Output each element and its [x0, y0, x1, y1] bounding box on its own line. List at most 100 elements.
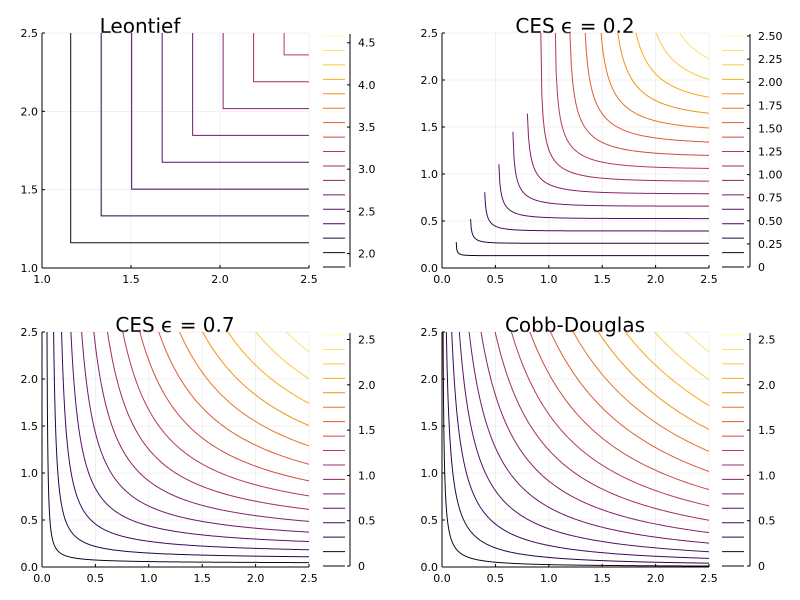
y-tick-label: 1.0: [421, 467, 439, 480]
x-tick-label: 0.5: [487, 273, 505, 286]
contour-line: [70, 332, 309, 543]
contour-line: [139, 332, 309, 482]
contour-line: [455, 242, 709, 257]
contour-line: [655, 33, 709, 80]
y-tick-label: 2.5: [421, 27, 439, 40]
colorbar-tick-label: 0.5: [358, 515, 376, 528]
y-tick-label: 1.5: [21, 184, 39, 197]
contour-line: [512, 131, 709, 207]
contour-line: [81, 332, 309, 533]
panel-3: CES ϵ = 0.7 0.0 0.5 1.0 1.5 2.0 2.5 0.0 0.5 1.0 1.…: [21, 313, 376, 585]
contour-line: [569, 33, 709, 156]
contour-line: [480, 332, 709, 534]
y-tick-label: 2.5: [21, 27, 39, 40]
x-tick-label: 0.0: [433, 273, 451, 286]
x-tick-label: 2.5: [700, 572, 718, 585]
x-tick-label: 0.5: [87, 572, 105, 585]
panel-2: CES ϵ = 0.2 0.0 0.5 1.0 1.5 2.0 2.5 0.0 0.5 1.0 1.…: [421, 14, 783, 286]
colorbar-tick-label: 1.50: [758, 122, 783, 135]
contour-line: [222, 33, 309, 110]
x-tick-label: 2.0: [647, 273, 665, 286]
colorbar-tick-label: 1.25: [758, 146, 783, 159]
y-tick-label: 0.0: [421, 262, 439, 275]
colorbar-tick-label: 2.0: [358, 248, 376, 261]
contour-line: [600, 33, 709, 129]
contour-line: [597, 332, 709, 430]
contour-line: [526, 113, 709, 195]
contour-line: [468, 332, 709, 544]
contour-line: [327, 1, 345, 17]
y-tick-label: 0.5: [421, 215, 439, 228]
colorbar-tick-label: 1.5: [758, 424, 776, 437]
contour-line: [131, 33, 309, 190]
contour-lines: [455, 33, 709, 257]
colorbar-tick-label: 0.5: [758, 515, 776, 528]
colorbar-tick-label: 4.5: [358, 37, 376, 50]
y-tick-label: 1.5: [421, 420, 439, 433]
colorbar-tick-label: 1.0: [758, 469, 776, 482]
contour-line: [283, 33, 309, 56]
contour-line: [327, 0, 528, 17]
colorbar-tick-label: 0: [758, 261, 765, 274]
chart-title: Cobb-Douglas: [505, 313, 645, 337]
colorbar-tick-label: 3.0: [358, 163, 376, 176]
x-tick-label: 1.5: [193, 572, 211, 585]
contour-line: [470, 218, 709, 244]
chart-title: Leontief: [100, 14, 182, 38]
contour-line: [679, 33, 709, 60]
contour-line: [572, 332, 709, 452]
contour-line: [445, 332, 709, 564]
chart-title: CES ϵ = 0.7: [115, 313, 234, 337]
contour-lines: [46, 332, 309, 564]
contour-line: [179, 332, 309, 447]
contour-line: [53, 332, 309, 558]
colorbar-tick-label: 1.5: [358, 424, 376, 437]
contour-line: [100, 33, 309, 217]
y-tick-label: 1.5: [421, 121, 439, 134]
x-tick-label: 1.0: [540, 273, 558, 286]
colorbar-tick-label: 0: [758, 560, 765, 573]
y-tick-label: 1.0: [21, 262, 39, 275]
colorbar-tick-label: 2.00: [758, 76, 783, 89]
contour-line: [327, 0, 467, 17]
y-tick-label: 1.5: [21, 420, 39, 433]
colorbar: 0 0.5 1.0 1.5 2.0 2.5: [722, 333, 776, 573]
colorbar-tick-label: 1.00: [758, 169, 783, 182]
contour-line: [498, 164, 709, 220]
colorbar-tick-label: 2.5: [358, 205, 376, 218]
x-tick-label: 0.0: [433, 572, 451, 585]
colorbar-tick-label: 2.0: [358, 379, 376, 392]
y-tick-label: 2.0: [21, 373, 39, 386]
contour-line: [442, 332, 709, 567]
contour-line: [540, 33, 709, 182]
contour-line: [227, 332, 309, 404]
contour-line: [458, 332, 709, 553]
colorbar-tick-label: 1.0: [358, 469, 376, 482]
colorbar-tick-label: 3.5: [358, 121, 376, 134]
x-tick-label: 1.5: [122, 273, 140, 286]
contour-line: [451, 332, 709, 559]
colorbar: 2.0 2.5 3.0 3.5 4.0 4.5: [323, 34, 376, 268]
x-tick-label: 2.5: [700, 273, 718, 286]
contour-line: [529, 332, 709, 491]
y-tick-label: 0.5: [21, 514, 39, 527]
y-tick-label: 0.5: [421, 514, 439, 527]
x-tick-label: 0.5: [487, 572, 505, 585]
colorbar-tick-label: 4.0: [358, 79, 376, 92]
y-tick-label: 2.0: [421, 373, 439, 386]
y-tick-label: 0.0: [21, 561, 39, 574]
colorbar-tick-label: 2.5: [358, 334, 376, 347]
contour-line: [624, 332, 709, 407]
contour-line: [202, 332, 309, 427]
contour-line: [484, 192, 709, 232]
colorbar-tick-label: 0: [358, 560, 365, 573]
contour-line: [93, 332, 309, 522]
panel-1: Leontief 1.0 1.5 2.0 2.5 1.0 1.5 2.0 2.5 2.0 2.5 3.…: [21, 0, 528, 286]
colorbar-tick-label: 2.25: [758, 53, 783, 66]
x-tick-label: 2.5: [300, 572, 318, 585]
colorbar-tick-label: 2.0: [758, 379, 776, 392]
contour-line: [61, 332, 309, 551]
contour-line: [106, 332, 309, 510]
y-tick-label: 2.0: [21, 105, 39, 118]
